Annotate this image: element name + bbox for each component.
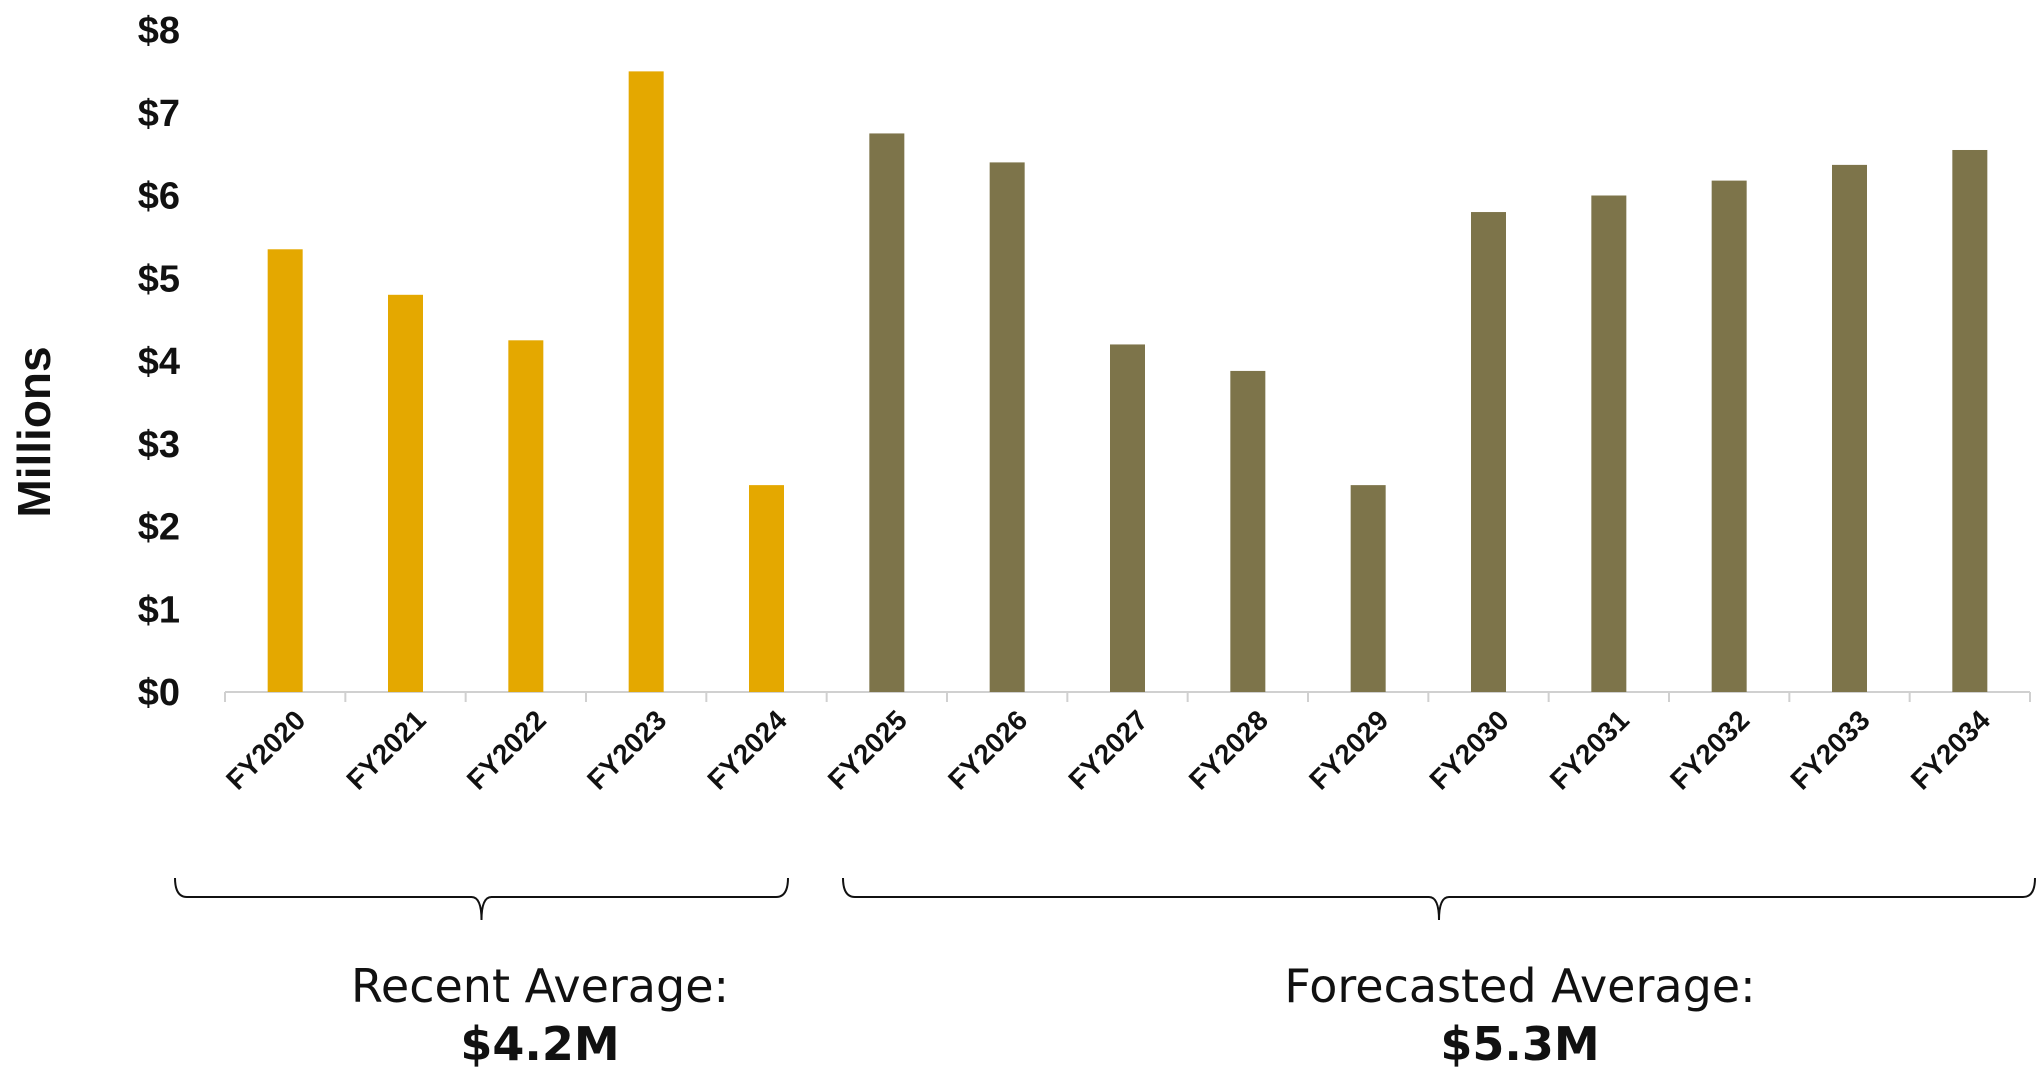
group-brace [843, 878, 2035, 920]
bar-fy2022 [508, 340, 543, 692]
x-tick-label: FY2021 [340, 704, 431, 795]
y-tick-label: $7 [138, 93, 180, 135]
x-tick-label: FY2025 [822, 704, 913, 795]
x-tick-label: FY2023 [581, 704, 672, 795]
bars [268, 71, 1988, 692]
forecasted-average-value: $5.3M [1160, 1016, 1880, 1073]
group-braces [175, 878, 2035, 920]
x-axis-labels: FY2020 FY2021 FY2022 FY2023 FY2024 FY2025 FY20… [220, 704, 1996, 796]
x-tick-label: FY2034 [1905, 704, 1997, 796]
y-tick-label: $2 [138, 507, 180, 549]
bar-fy2034 [1952, 150, 1987, 692]
bar-fy2029 [1351, 485, 1386, 692]
y-tick-label: $1 [138, 589, 180, 631]
bar-fy2030 [1471, 212, 1506, 692]
y-tick-label: $0 [138, 672, 180, 714]
y-axis-label: Millions [8, 346, 60, 517]
bar-fy2028 [1230, 371, 1265, 692]
bar-fy2025 [869, 133, 904, 692]
recent-average-label: Recent Average: [280, 958, 800, 1016]
group-brace [175, 878, 788, 920]
bar-fy2033 [1832, 165, 1867, 692]
x-axis-tick-marks [225, 692, 2030, 702]
bar-fy2023 [629, 71, 664, 692]
bar-fy2032 [1712, 181, 1747, 692]
forecasted-average-summary: Forecasted Average: $5.3M [1160, 958, 1880, 1073]
x-tick-label: FY2028 [1183, 704, 1274, 795]
y-tick-label: $8 [138, 10, 180, 52]
x-tick-label: FY2029 [1303, 704, 1394, 795]
x-tick-label: FY2026 [942, 704, 1033, 795]
x-tick-label: FY2027 [1062, 704, 1153, 795]
bar-fy2024 [749, 485, 784, 692]
x-tick-label: FY2024 [701, 704, 793, 796]
x-tick-label: FY2022 [461, 704, 552, 795]
y-axis-ticks: $0 $1 $2 $3 $4 $5 $6 $7 $8 [138, 10, 180, 714]
x-tick-label: FY2032 [1664, 704, 1755, 795]
bar-fy2026 [990, 162, 1025, 692]
y-tick-label: $5 [138, 258, 180, 300]
x-tick-label: FY2020 [220, 704, 311, 795]
x-tick-label: FY2033 [1784, 704, 1875, 795]
y-tick-label: $3 [138, 424, 180, 466]
x-tick-label: FY2031 [1544, 704, 1635, 795]
bar-fy2027 [1110, 344, 1145, 692]
bar-fy2020 [268, 249, 303, 692]
forecasted-average-label: Forecasted Average: [1160, 958, 1880, 1016]
y-tick-label: $4 [138, 341, 180, 383]
bar-fy2021 [388, 295, 423, 692]
y-tick-label: $6 [138, 176, 180, 218]
x-tick-label: FY2030 [1423, 704, 1514, 795]
bar-fy2031 [1591, 196, 1626, 693]
recent-average-value: $4.2M [280, 1016, 800, 1073]
recent-average-summary: Recent Average: $4.2M [280, 958, 800, 1073]
